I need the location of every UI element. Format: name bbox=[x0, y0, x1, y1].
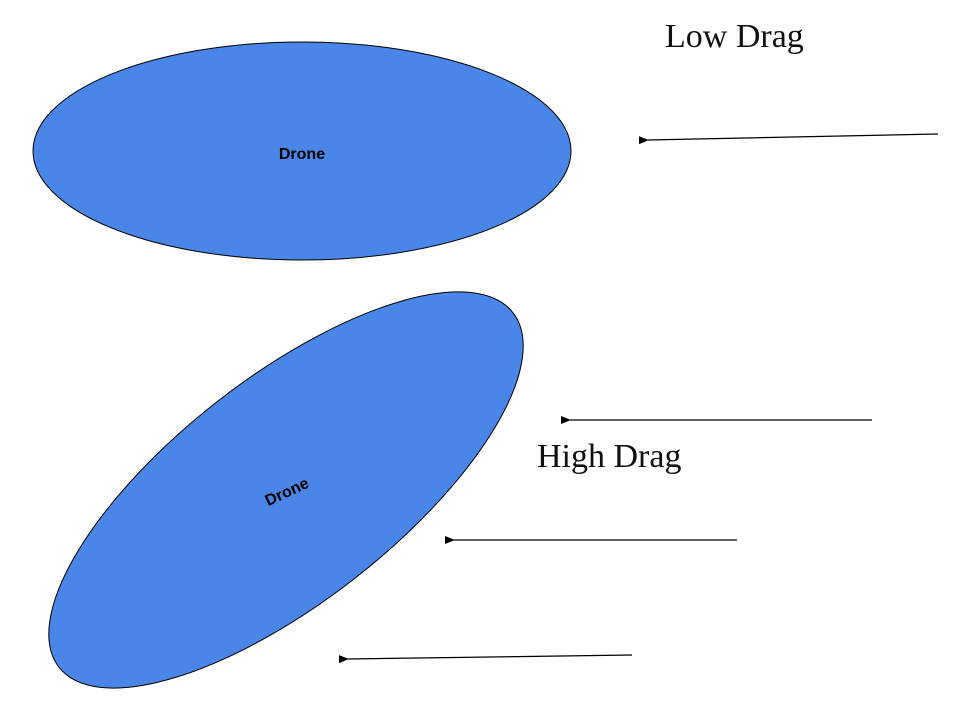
drone-label-level: Drone bbox=[279, 146, 325, 163]
airflow-arrow-high-3 bbox=[338, 654, 633, 664]
high-drag-drone: Drone bbox=[48, 291, 524, 689]
low-drag-label: Low Drag bbox=[665, 18, 804, 55]
airflow-arrow-low bbox=[638, 133, 939, 145]
high-drag-label: High Drag bbox=[537, 438, 681, 475]
drone-body-tilted bbox=[48, 291, 524, 689]
low-drag-drone: Drone bbox=[32, 41, 572, 261]
drone-body-level bbox=[32, 41, 572, 261]
